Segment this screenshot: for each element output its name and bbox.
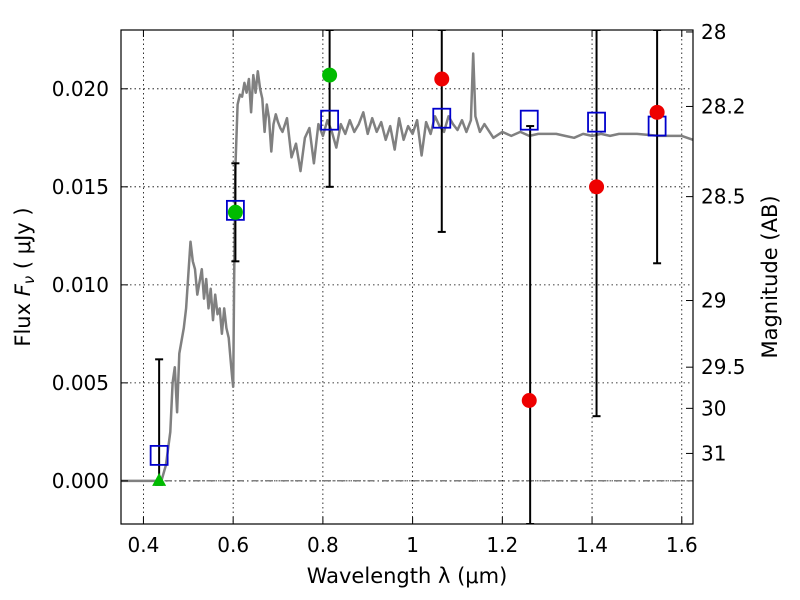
model-flux-marker	[587, 111, 606, 133]
y-tick-label: 0.015	[52, 175, 109, 199]
magnitude-tick-label: 29	[701, 289, 726, 313]
magnitude-tick-label: 30	[701, 396, 726, 420]
detection-marker	[322, 67, 338, 83]
plot-area	[121, 30, 693, 524]
magnitude-tick-label: 28.2	[701, 94, 746, 118]
observed-flux-marker	[521, 393, 537, 408]
plot-content	[121, 30, 693, 524]
model-flux-marker	[432, 107, 452, 129]
error-bars	[155, 30, 662, 524]
x-tick-label: 0.4	[128, 533, 160, 557]
x-tick-label: 1.2	[486, 533, 518, 557]
plot-frame	[120, 29, 694, 525]
magnitude-tick-label: 31	[701, 441, 726, 465]
observed-flux-marker	[589, 179, 605, 195]
sed-spectrum-line	[121, 52, 693, 483]
upper-limit-marker	[152, 472, 167, 486]
x-tick-label: 1.4	[576, 533, 608, 557]
x-tick-label: 1	[406, 533, 419, 557]
y-tick-label: 0.010	[52, 273, 109, 297]
markers	[149, 67, 667, 486]
magnitude-tick-label: 28	[701, 20, 726, 44]
observed-flux-marker	[649, 104, 665, 120]
y-axis-label: Flux Fν ( μJy )	[11, 207, 38, 346]
x-tick-label: 0.8	[307, 533, 339, 557]
y-axis-label-text: Flux	[11, 296, 35, 346]
model-flux-marker	[320, 109, 340, 131]
y-tick-label: 0.005	[52, 371, 109, 395]
observed-flux-marker	[434, 71, 450, 87]
x-tick-label: 1.6	[666, 533, 698, 557]
y-axis-label-subscript: ν	[20, 276, 38, 284]
y-axis-label-symbol: F	[11, 283, 35, 296]
y-axis-label-unit: ( μJy )	[11, 207, 35, 275]
detection-marker	[227, 204, 243, 220]
model-flux-marker	[225, 199, 245, 221]
y2-axis-label: Magnitude (AB)	[758, 195, 782, 358]
magnitude-tick-label: 29.5	[701, 355, 746, 379]
x-tick-label: 0.6	[217, 533, 249, 557]
x-axis-label: Wavelength λ (μm)	[307, 564, 508, 588]
model-flux-marker	[149, 444, 169, 466]
magnitude-tick-label: 28.5	[701, 185, 746, 209]
y-tick-label: 0.000	[52, 469, 109, 493]
y-tick-label: 0.020	[52, 77, 109, 101]
axes: 0.4 0.6 0.8 1 1.2 1.4 1.6 0.000 0.005 0.010 0.015 0…	[52, 20, 746, 557]
model-flux-marker	[519, 109, 539, 131]
